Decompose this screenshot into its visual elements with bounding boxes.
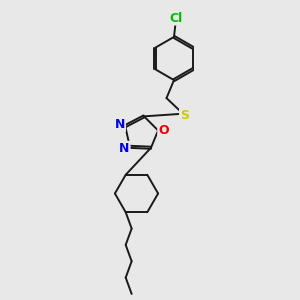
Text: Cl: Cl [169,11,182,25]
Text: O: O [158,124,169,137]
Text: N: N [115,118,125,131]
Text: S: S [180,109,189,122]
Text: N: N [119,142,130,155]
